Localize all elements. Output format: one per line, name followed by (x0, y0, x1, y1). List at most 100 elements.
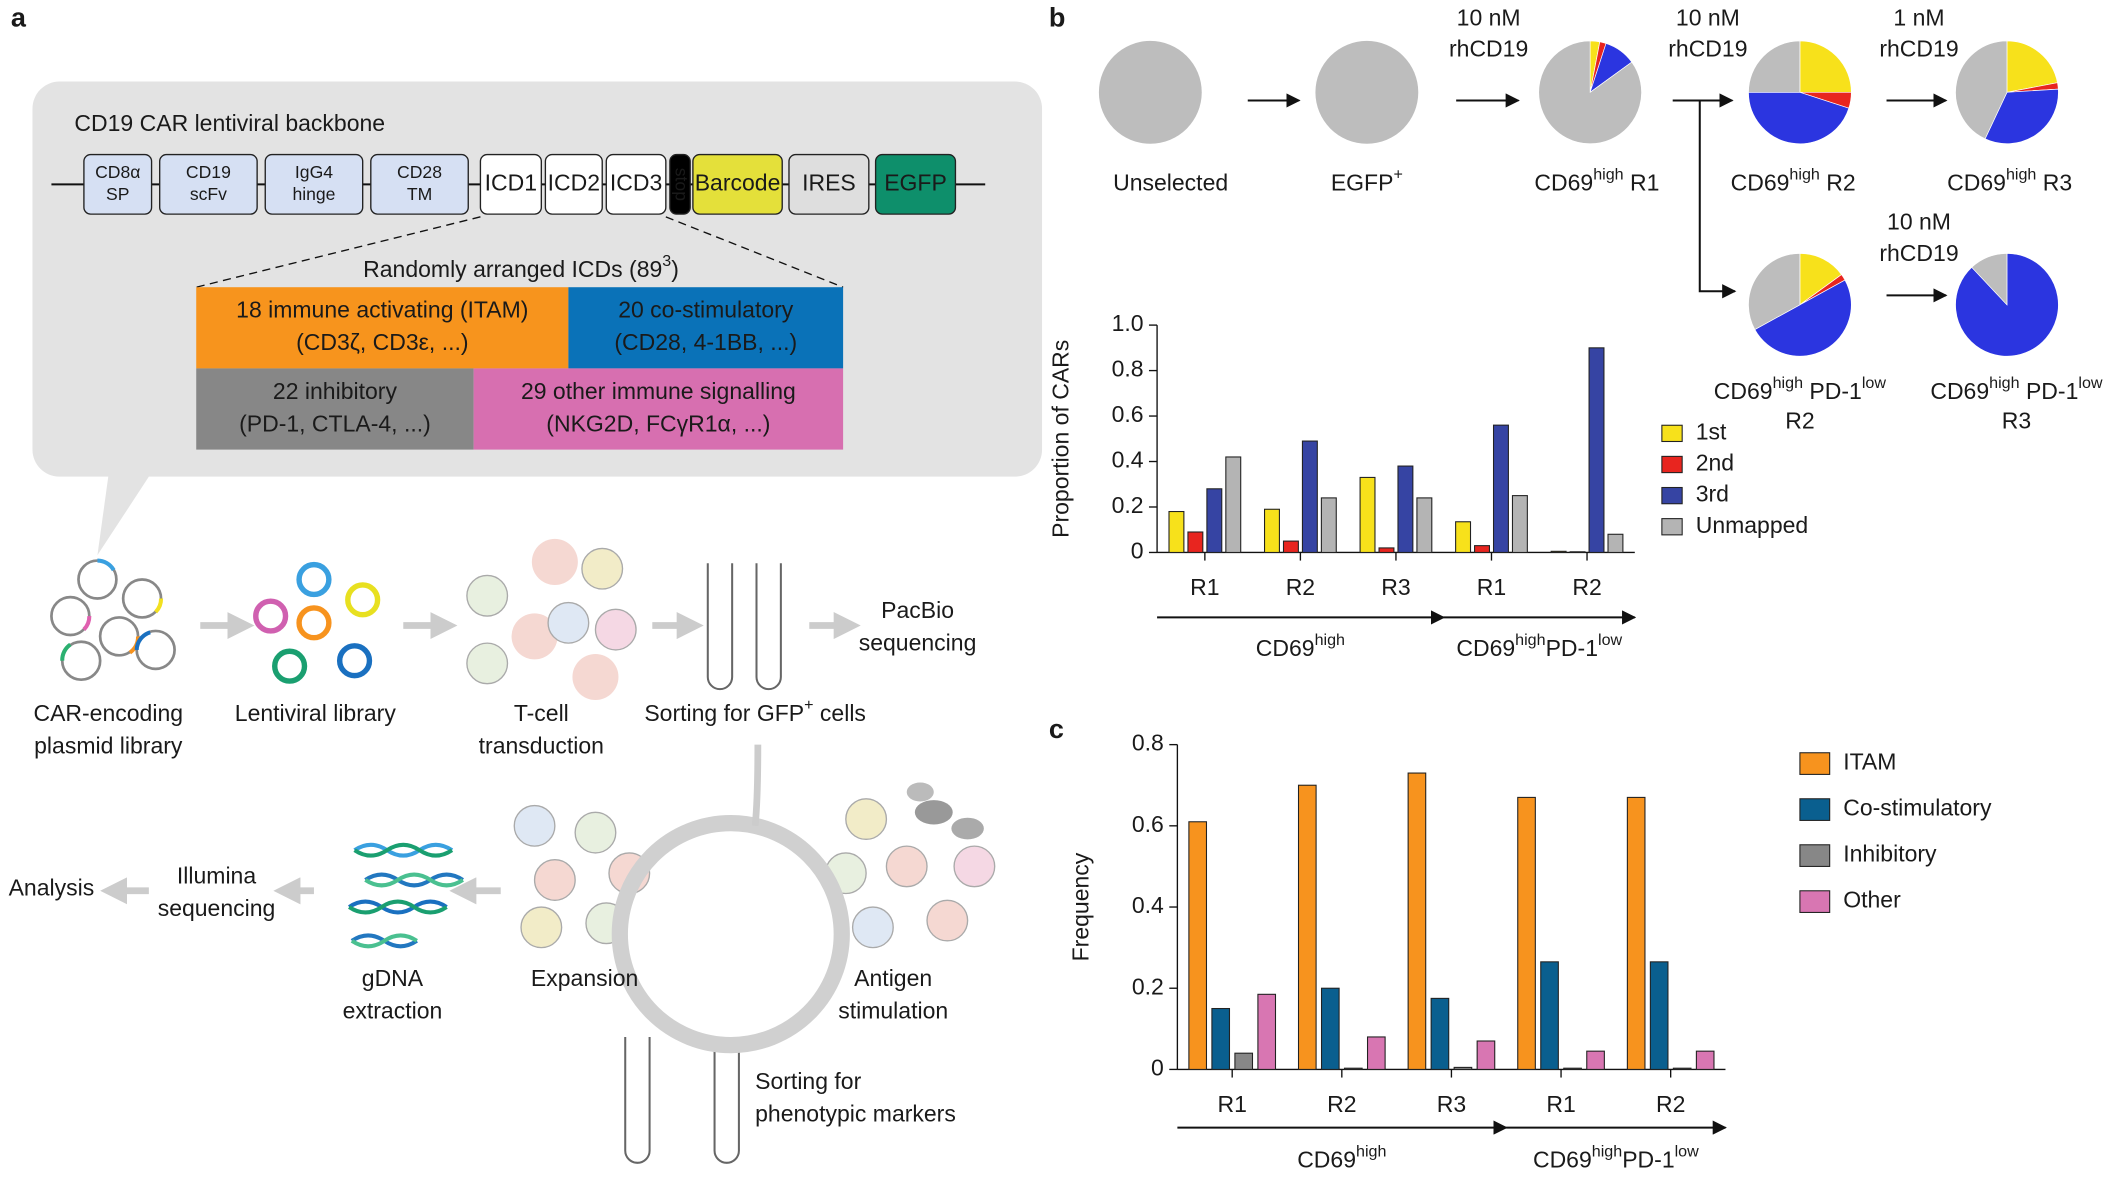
pie-label-part: high (1989, 374, 2019, 392)
icd-class-box (196, 287, 569, 369)
step-label: sequencing (158, 895, 276, 921)
legend-swatch (1661, 424, 1683, 443)
virus-icons (253, 561, 381, 684)
treatment-label: 10 nM (1457, 4, 1521, 30)
pie-label-part: Unselected (1113, 169, 1228, 195)
legend-swatch (1799, 752, 1831, 775)
bar (1397, 465, 1414, 554)
bar (1234, 1052, 1254, 1070)
icd-class-label: (CD3ζ, CD3ε, ...) (296, 329, 468, 355)
bar (1378, 547, 1395, 554)
treatment-label: rhCD19 (1879, 240, 1958, 266)
segment-label: SP (106, 184, 129, 204)
tube-icons (624, 563, 782, 1164)
y-axis-label: Proportion of CARs (1047, 340, 1073, 538)
segment-label: CD8α (95, 162, 140, 182)
bar (1540, 961, 1559, 1070)
pie-label-part: PD-1 (2020, 378, 2079, 404)
icd-class-box (568, 287, 844, 369)
pie-label-part: PD-1 (1803, 378, 1862, 404)
arrangement-label-part: Randomly arranged ICDs (89 (363, 256, 662, 282)
pie-label: CD69high R1 (1534, 166, 1659, 196)
bar (1474, 545, 1491, 554)
bar (1343, 1067, 1363, 1070)
dashed-line (665, 216, 844, 288)
pie-label: EGFP+ (1331, 166, 1403, 196)
step-label-part: cells (814, 700, 866, 726)
x-tick-label: R2 (1656, 1091, 1685, 1117)
group-label-part: CD69 (1456, 635, 1515, 661)
step-label-part: + (804, 696, 813, 714)
step-label: Sorting for (755, 1068, 861, 1094)
pie-label-part: CD69 (1714, 378, 1773, 404)
legend-swatch (1661, 455, 1683, 474)
y-tick-label: 0.4 (1132, 892, 1164, 918)
plasmid-inserts (60, 558, 164, 661)
bar (1492, 424, 1509, 554)
pie-label-part: R2 (1785, 408, 1814, 434)
step-label: Lentiviral library (235, 700, 397, 726)
segment-label: TM (407, 184, 432, 204)
segment-label: Barcode (695, 169, 781, 195)
step-label: stimulation (838, 998, 948, 1024)
pie-label: CD69high R3 (1947, 166, 2072, 196)
pie-arrows (1247, 93, 1948, 303)
pie-slice (1955, 40, 2008, 140)
step-label: Sorting for GFP+ cells (644, 696, 866, 726)
legend-label: ITAM (1843, 749, 1896, 775)
bar (1672, 1067, 1692, 1070)
step-label: extraction (343, 998, 443, 1024)
bar (1188, 821, 1208, 1070)
segment-label: CD28 (397, 162, 442, 182)
group-label-part: high (1592, 1143, 1622, 1161)
bar (1366, 1036, 1386, 1070)
legend-swatch (1661, 486, 1683, 505)
bar (1359, 476, 1376, 554)
bar (1430, 997, 1450, 1070)
step-label: gDNA (362, 965, 424, 991)
legend-label: 2nd (1696, 450, 1734, 476)
bar (1586, 1050, 1605, 1070)
segment-label: EGFP (884, 169, 947, 195)
bar (1588, 347, 1605, 554)
bar (1607, 533, 1624, 554)
bar (1453, 1066, 1473, 1070)
bar (1206, 488, 1223, 554)
group-label-part: high (1315, 631, 1345, 649)
x-tick-label: R3 (1381, 574, 1410, 600)
step-label: T-cell (514, 700, 569, 726)
group-label-part: CD69 (1533, 1147, 1592, 1173)
pie-slice (1971, 253, 2008, 306)
y-tick-label: 0 (1151, 1055, 1164, 1081)
group-label-part: CD69 (1297, 1147, 1356, 1173)
group-label: CD69high (1297, 1143, 1386, 1173)
pie-label-part: R2 (1820, 169, 1856, 195)
group-label: CD69highPD-1low (1533, 1143, 1699, 1173)
bar (1301, 440, 1318, 554)
bar (1416, 497, 1433, 554)
pie-slice (1799, 40, 1852, 93)
pie-slice (1748, 91, 1850, 145)
bar (1187, 531, 1204, 554)
x-tick-label: R1 (1477, 574, 1506, 600)
group-label-part: PD-1 (1546, 635, 1598, 661)
pie-slice (1098, 40, 1202, 144)
segment-label: IRES (802, 169, 856, 195)
pie-label: CD69high R2 (1731, 166, 1856, 196)
bar (1211, 1007, 1231, 1070)
treatment-label: 10 nM (1676, 4, 1740, 30)
pie-slice (1315, 40, 1419, 144)
step-label-part: Sorting for GFP (644, 700, 804, 726)
bar (1511, 495, 1528, 554)
backbone-segment (479, 153, 543, 215)
backbone-segment (544, 153, 603, 215)
pie-label-part: R3 (2002, 408, 2031, 434)
x-tick-label: R1 (1546, 1091, 1575, 1117)
legend-label: 1st (1696, 418, 1727, 444)
group-label-part: CD69 (1256, 635, 1315, 661)
pie-label-part: high (1773, 374, 1803, 392)
y-axis-label: Frequency (1068, 852, 1094, 961)
legend-label: Co-stimulatory (1843, 795, 1992, 821)
step-label: CAR-encoding (33, 700, 183, 726)
